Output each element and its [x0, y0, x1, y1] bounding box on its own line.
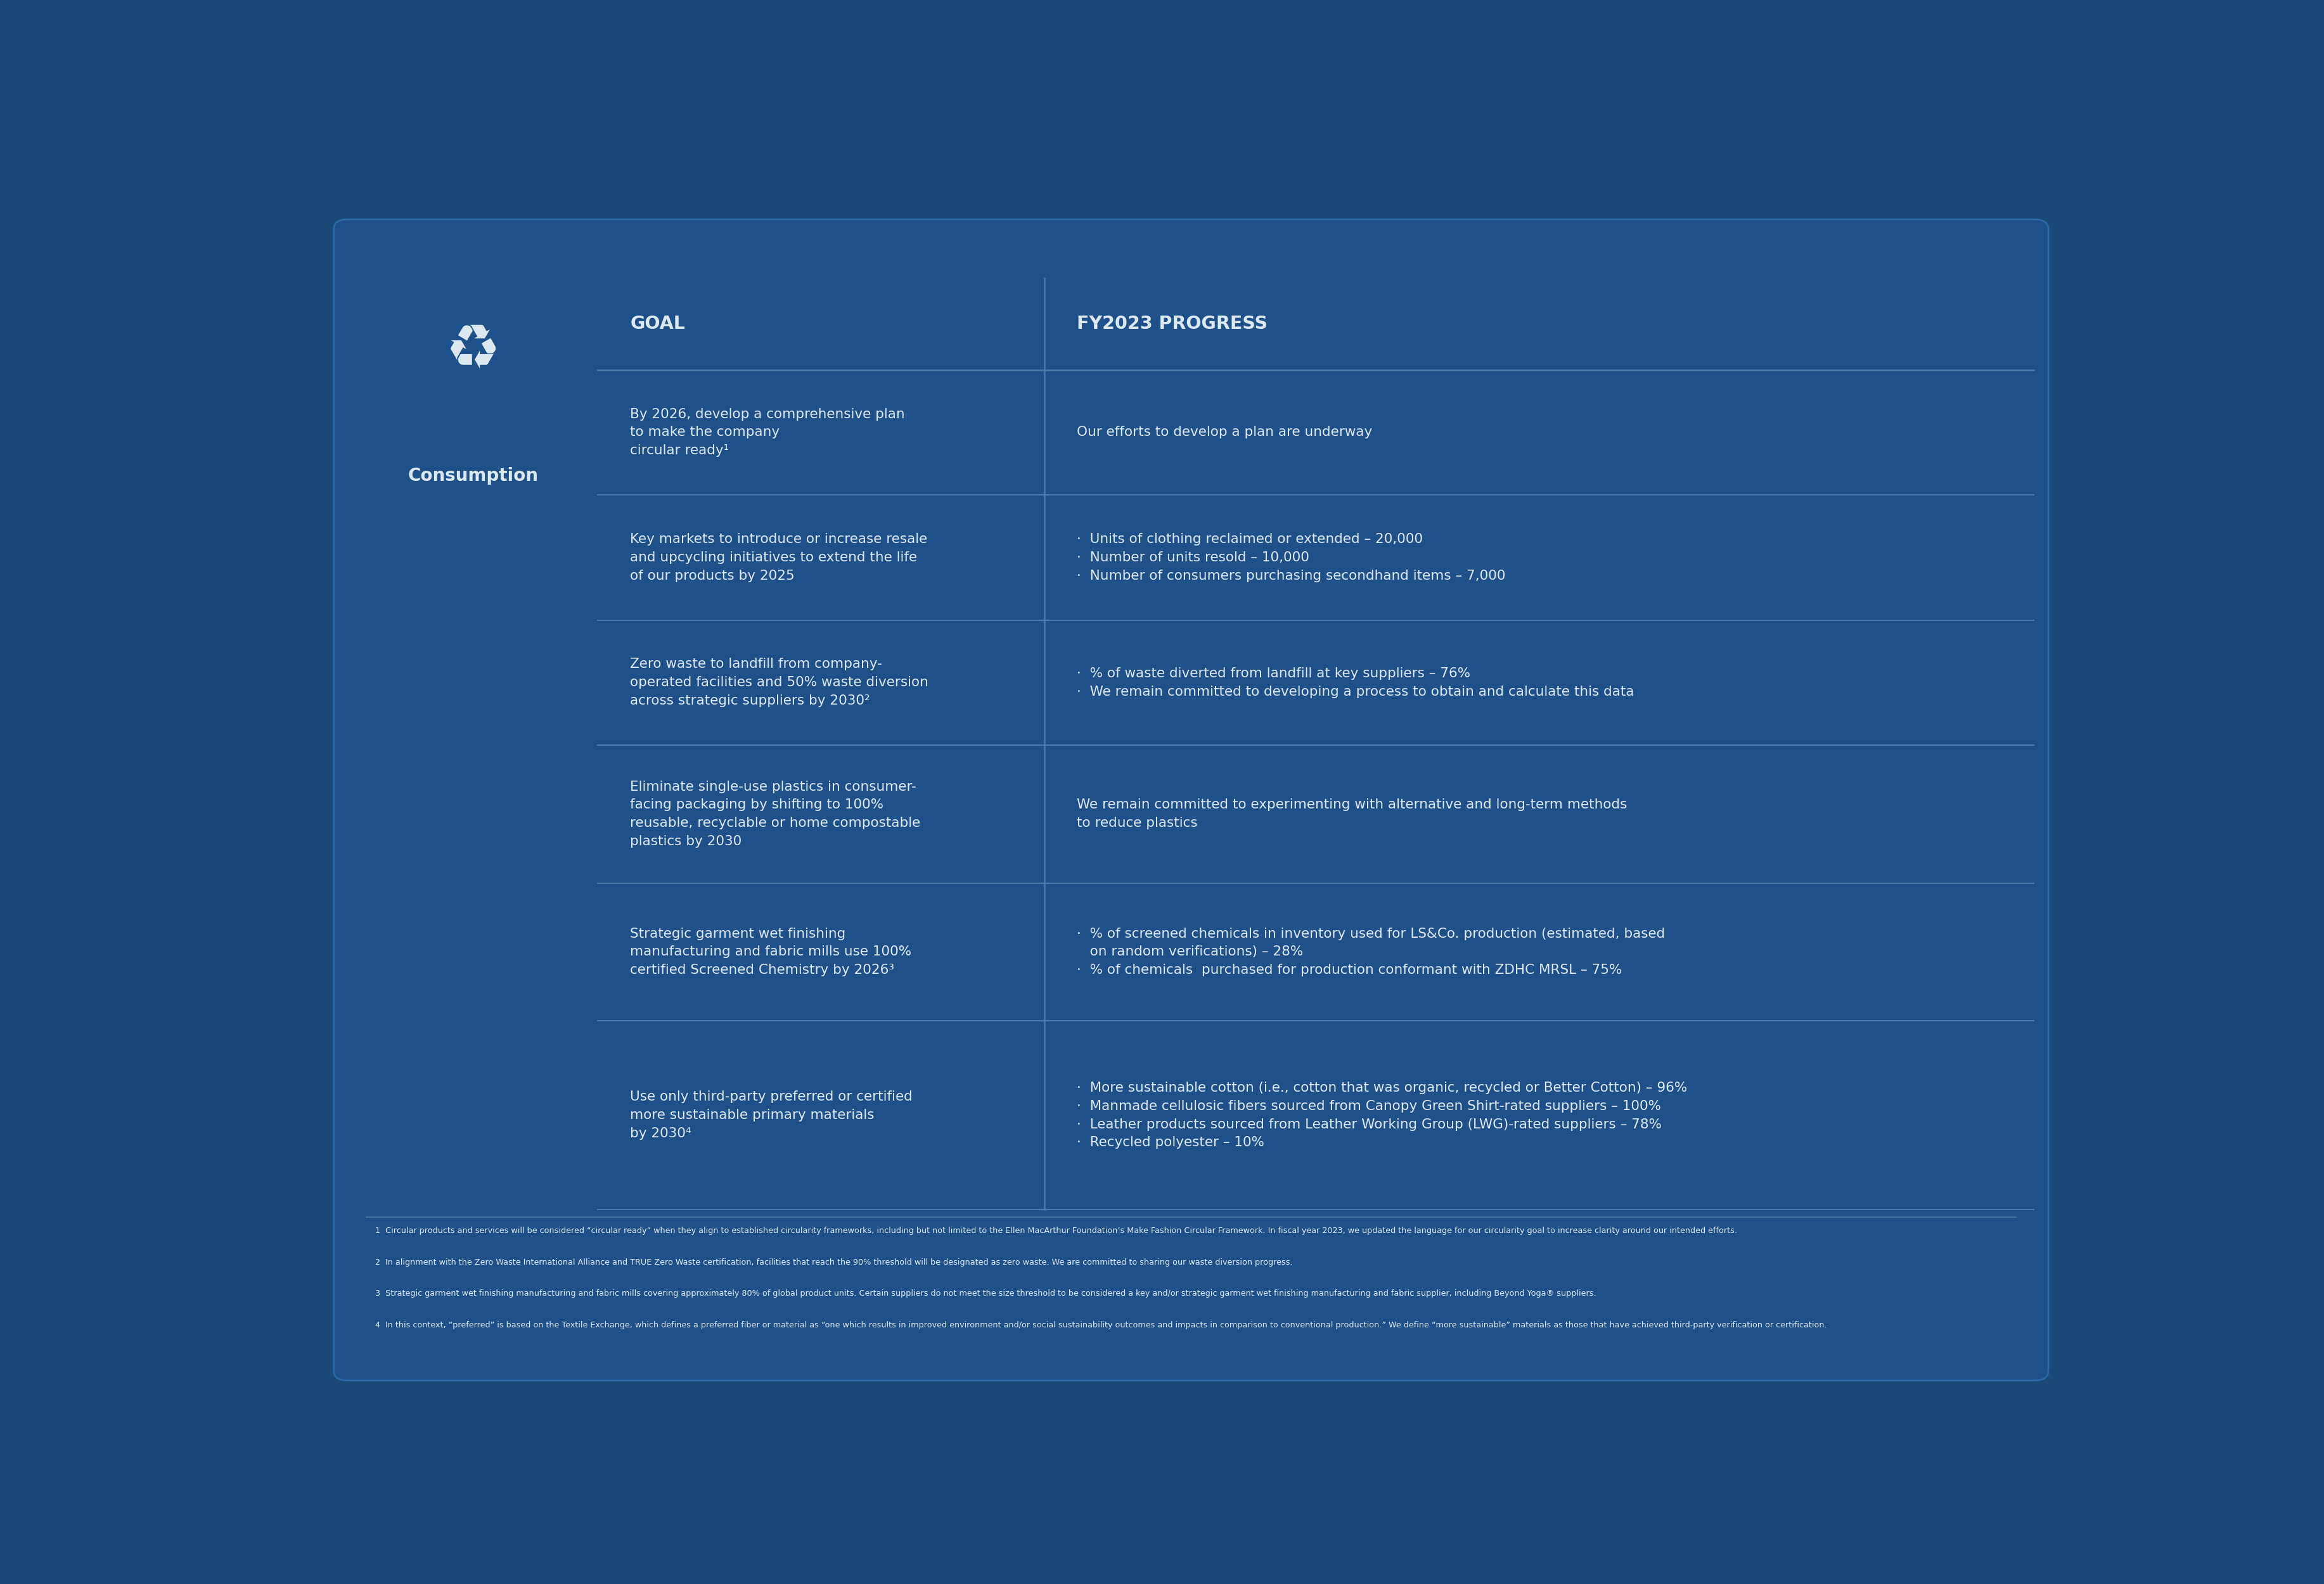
Text: Strategic garment wet finishing
manufacturing and fabric mills use 100%
certifie: Strategic garment wet finishing manufact…	[630, 927, 911, 976]
Text: ·  Units of clothing reclaimed or extended – 20,000
·  Number of units resold – : · Units of clothing reclaimed or extende…	[1076, 532, 1506, 581]
Text: 4  In this context, “preferred” is based on the Textile Exchange, which defines : 4 In this context, “preferred” is based …	[374, 1321, 1827, 1329]
Text: ·  More sustainable cotton (i.e., cotton that was organic, recycled or Better Co: · More sustainable cotton (i.e., cotton …	[1076, 1082, 1687, 1148]
Text: Our efforts to develop a plan are underway: Our efforts to develop a plan are underw…	[1076, 426, 1371, 439]
Text: FY2023 PROGRESS: FY2023 PROGRESS	[1076, 315, 1267, 333]
Text: Key markets to introduce or increase resale
and upcycling initiatives to extend : Key markets to introduce or increase res…	[630, 532, 927, 581]
Text: ·  % of waste diverted from landfill at key suppliers – 76%
·  We remain committ: · % of waste diverted from landfill at k…	[1076, 667, 1634, 699]
FancyBboxPatch shape	[335, 219, 2047, 1381]
Text: GOAL: GOAL	[630, 315, 686, 333]
Text: Eliminate single-use plastics in consumer-
facing packaging by shifting to 100%
: Eliminate single-use plastics in consume…	[630, 781, 920, 847]
Text: ♻: ♻	[446, 322, 500, 380]
Text: ·  % of screened chemicals in inventory used for LS&Co. production (estimated, b: · % of screened chemicals in inventory u…	[1076, 927, 1664, 976]
Text: We remain committed to experimenting with alternative and long-term methods
to r: We remain committed to experimenting wit…	[1076, 798, 1627, 830]
Text: 3  Strategic garment wet finishing manufacturing and fabric mills covering appro: 3 Strategic garment wet finishing manufa…	[374, 1289, 1597, 1297]
Text: Consumption: Consumption	[407, 467, 539, 485]
Text: 2  In alignment with the Zero Waste International Alliance and TRUE Zero Waste c: 2 In alignment with the Zero Waste Inter…	[374, 1258, 1292, 1267]
Text: Use only third-party preferred or certified
more sustainable primary materials
b: Use only third-party preferred or certif…	[630, 1091, 913, 1140]
Text: 1  Circular products and services will be considered “circular ready” when they : 1 Circular products and services will be…	[374, 1226, 1736, 1236]
Text: Zero waste to landfill from company-
operated facilities and 50% waste diversion: Zero waste to landfill from company- ope…	[630, 657, 930, 706]
Text: By 2026, develop a comprehensive plan
to make the company
circular ready¹: By 2026, develop a comprehensive plan to…	[630, 407, 904, 456]
